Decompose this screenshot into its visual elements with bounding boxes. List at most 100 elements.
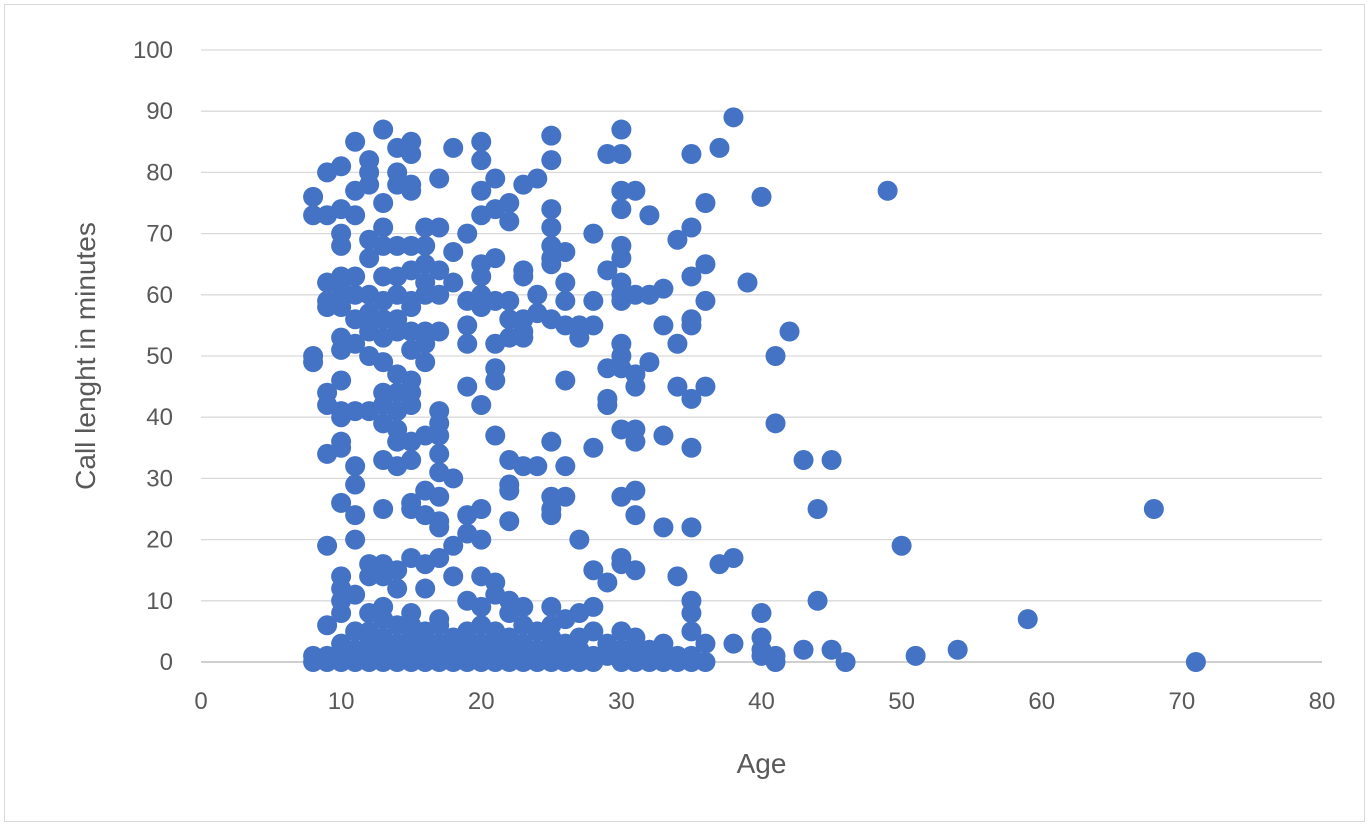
data-point bbox=[583, 223, 604, 244]
data-point bbox=[499, 309, 520, 330]
data-point bbox=[471, 266, 492, 287]
data-point bbox=[611, 199, 632, 220]
data-point bbox=[681, 517, 702, 538]
data-point bbox=[555, 486, 576, 507]
x-tick-label: 20 bbox=[468, 688, 495, 715]
data-point bbox=[597, 144, 618, 165]
data-point bbox=[443, 468, 464, 489]
data-point bbox=[443, 272, 464, 293]
data-point bbox=[653, 315, 674, 336]
data-point bbox=[527, 652, 548, 672]
y-tick-label: 20 bbox=[146, 527, 173, 554]
data-point bbox=[583, 315, 604, 336]
x-tick-label: 80 bbox=[1309, 688, 1336, 715]
data-point bbox=[667, 229, 688, 250]
data-point bbox=[541, 125, 562, 146]
data-point bbox=[415, 235, 436, 256]
data-point bbox=[429, 615, 450, 636]
data-point bbox=[457, 315, 478, 336]
y-tick-label: 40 bbox=[146, 404, 173, 431]
data-point bbox=[373, 217, 394, 238]
data-point bbox=[429, 260, 450, 281]
data-point bbox=[317, 615, 338, 636]
scatter-plot: 0 10 20 30 40 50 60 70 80 90 100 0 10 20 30 40 50 60 70 80… bbox=[70, 37, 1336, 779]
data-point bbox=[541, 150, 562, 171]
data-point bbox=[345, 266, 366, 287]
data-point bbox=[345, 529, 366, 550]
data-point bbox=[457, 376, 478, 397]
data-point bbox=[401, 450, 422, 471]
y-tick-label: 100 bbox=[133, 37, 173, 64]
data-point bbox=[485, 370, 506, 391]
data-point bbox=[387, 235, 408, 256]
data-point bbox=[751, 603, 772, 624]
data-point bbox=[681, 217, 702, 238]
x-tick-label: 10 bbox=[328, 688, 355, 715]
data-point bbox=[625, 560, 646, 581]
data-point bbox=[443, 566, 464, 587]
data-point bbox=[429, 321, 450, 342]
data-point bbox=[345, 401, 366, 422]
data-point bbox=[723, 633, 744, 654]
data-point bbox=[401, 144, 422, 165]
data-point bbox=[429, 547, 450, 568]
data-point bbox=[793, 450, 814, 471]
data-point bbox=[667, 333, 688, 354]
data-points bbox=[303, 107, 1206, 672]
data-point bbox=[695, 193, 716, 213]
data-point bbox=[359, 652, 380, 672]
data-point bbox=[359, 248, 380, 269]
data-point bbox=[527, 456, 548, 477]
data-point bbox=[541, 199, 562, 220]
data-point bbox=[345, 584, 366, 605]
data-point bbox=[429, 168, 450, 189]
data-point bbox=[695, 290, 716, 311]
data-point bbox=[345, 505, 366, 526]
data-point bbox=[429, 284, 450, 305]
data-point bbox=[695, 633, 716, 654]
data-point bbox=[555, 652, 576, 672]
data-point bbox=[345, 205, 366, 226]
data-point bbox=[723, 547, 744, 568]
data-point bbox=[807, 590, 828, 611]
y-tick-label: 90 bbox=[146, 98, 173, 125]
data-point bbox=[821, 450, 842, 471]
data-point bbox=[611, 419, 632, 440]
data-point bbox=[429, 652, 450, 672]
data-point bbox=[583, 560, 604, 581]
data-point bbox=[765, 652, 786, 672]
y-tick-label: 80 bbox=[146, 159, 173, 186]
data-point bbox=[611, 652, 632, 672]
data-point bbox=[499, 211, 520, 232]
data-point bbox=[751, 186, 772, 207]
data-point bbox=[1185, 652, 1206, 672]
data-point bbox=[429, 425, 450, 446]
data-point bbox=[401, 180, 422, 201]
data-point bbox=[485, 168, 506, 189]
data-point bbox=[681, 621, 702, 642]
data-point bbox=[429, 217, 450, 238]
data-point bbox=[387, 321, 408, 342]
data-point bbox=[303, 205, 324, 226]
data-point bbox=[709, 137, 730, 158]
data-point bbox=[485, 248, 506, 269]
data-point bbox=[345, 131, 366, 152]
data-point bbox=[471, 131, 492, 152]
data-point bbox=[457, 333, 478, 354]
data-point bbox=[695, 652, 716, 672]
data-point bbox=[415, 352, 436, 373]
data-point bbox=[723, 107, 744, 128]
x-tick-label: 60 bbox=[1028, 688, 1055, 715]
data-point bbox=[387, 578, 408, 599]
data-point bbox=[359, 566, 380, 587]
data-point bbox=[331, 492, 352, 513]
data-point bbox=[947, 639, 968, 660]
data-point bbox=[555, 290, 576, 311]
data-point bbox=[331, 437, 352, 458]
data-point bbox=[905, 645, 926, 666]
data-point bbox=[373, 193, 394, 213]
data-point bbox=[359, 174, 380, 195]
data-point bbox=[345, 284, 366, 305]
data-point bbox=[555, 272, 576, 293]
data-point bbox=[611, 144, 632, 165]
